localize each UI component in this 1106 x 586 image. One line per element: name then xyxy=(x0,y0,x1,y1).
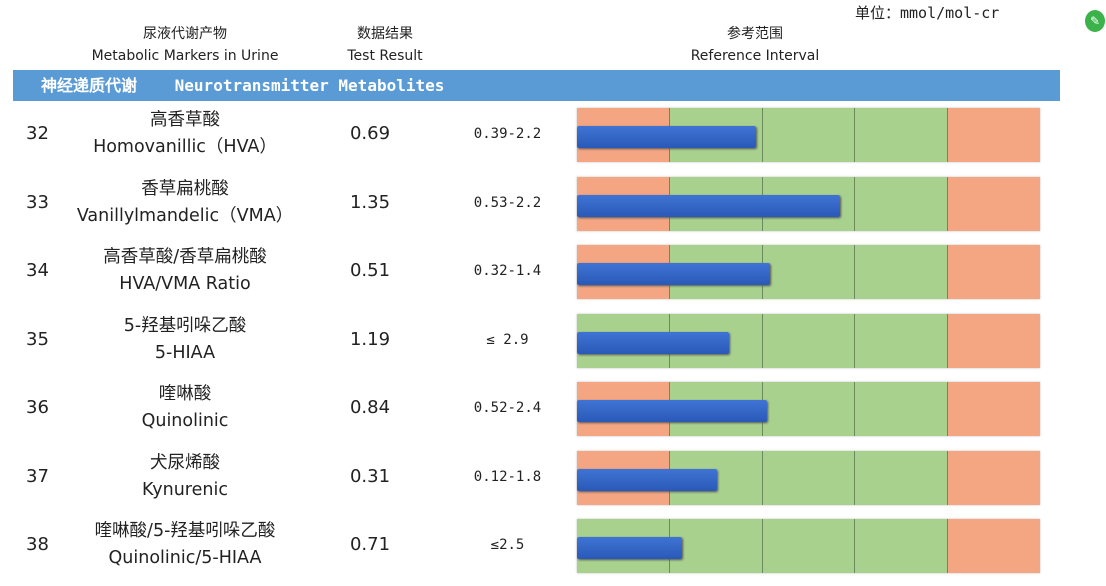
section-band: 神经递质代谢 Neurotransmitter Metabolites xyxy=(13,70,1060,101)
range-segment-in xyxy=(855,519,949,573)
result-bar xyxy=(577,469,717,491)
range-segment-out xyxy=(948,314,1040,368)
row-number: 33 xyxy=(26,192,49,213)
header-marker-cn: 尿液代谢产物 xyxy=(143,26,227,42)
table-row: 38 喹啉酸/5-羟基吲哚乙酸 Quinolinic/5-HIAA 0.71 ≤… xyxy=(0,518,1106,586)
marker-name-cn: 高香草酸 xyxy=(150,110,220,130)
range-segment-out xyxy=(948,108,1040,162)
row-number: 32 xyxy=(26,123,49,144)
result-bar xyxy=(577,126,757,148)
range-segment-out xyxy=(948,519,1040,573)
range-segment-in xyxy=(855,245,949,299)
marker-name-en: 5-HIAA xyxy=(154,343,216,363)
marker-name-en: Vanillylmandelic（VMA） xyxy=(76,206,294,226)
marker-name: 喹啉酸/5-羟基吲哚乙酸 Quinolinic/5-HIAA xyxy=(50,518,320,572)
range-segment-in xyxy=(762,108,856,162)
reference-range: 0.53-2.2 xyxy=(473,195,542,211)
header-ref-en: Reference Interval xyxy=(690,48,820,64)
range-segment-in xyxy=(762,382,856,436)
range-track xyxy=(577,108,1040,162)
test-result: 0.84 xyxy=(349,397,391,418)
table-row: 33 香草扁桃酸 Vanillylmandelic（VMA） 1.35 0.53… xyxy=(0,176,1106,244)
marker-name-cn: 喹啉酸 xyxy=(158,384,212,404)
header-reference: 参考范围 Reference Interval xyxy=(650,23,860,67)
range-segment-in xyxy=(855,108,949,162)
unit-label: 单位：mmol/mol-cr xyxy=(855,4,1000,22)
header-result-en: Test Result xyxy=(347,48,423,64)
marker-name-cn: 高香草酸/香草扁桃酸 xyxy=(103,247,267,267)
marker-name-cn: 香草扁桃酸 xyxy=(141,179,229,199)
marker-name-en: HVA/VMA Ratio xyxy=(119,274,251,294)
header-ref-cn: 参考范围 xyxy=(727,26,783,42)
result-bar xyxy=(577,332,729,354)
row-number: 34 xyxy=(26,260,49,281)
header-result-cn: 数据结果 xyxy=(357,26,413,42)
table-row: 32 高香草酸 Homovanillic（HVA） 0.69 0.39-2.2 xyxy=(0,107,1106,175)
range-segment-out xyxy=(948,451,1040,505)
reference-range: 0.39-2.2 xyxy=(473,126,542,142)
test-result: 0.51 xyxy=(349,260,391,281)
table-row: 37 犬尿烯酸 Kynurenic 0.31 0.12-1.8 xyxy=(0,450,1106,518)
header-marker-en: Metabolic Markers in Urine xyxy=(91,48,279,64)
row-number: 38 xyxy=(26,534,49,555)
reference-range: 0.12-1.8 xyxy=(473,469,542,485)
result-bar xyxy=(577,400,767,422)
marker-name-cn: 喹啉酸/5-羟基吲哚乙酸 xyxy=(94,521,276,541)
range-segment-in xyxy=(762,245,856,299)
test-result: 0.31 xyxy=(349,466,391,487)
range-track xyxy=(577,245,1040,299)
header-result: 数据结果 Test Result xyxy=(320,23,450,67)
marker-name: 香草扁桃酸 Vanillylmandelic（VMA） xyxy=(50,176,320,230)
marker-name: 高香草酸/香草扁桃酸 HVA/VMA Ratio xyxy=(50,244,320,298)
result-bar xyxy=(577,195,840,217)
section-title-cn: 神经递质代谢 xyxy=(41,76,138,95)
marker-name: 犬尿烯酸 Kynurenic xyxy=(50,450,320,504)
row-number: 37 xyxy=(26,466,49,487)
range-segment-out xyxy=(948,382,1040,436)
test-result: 1.35 xyxy=(349,192,391,213)
range-segment-in xyxy=(669,519,763,573)
marker-name-en: Quinolinic xyxy=(141,411,229,431)
test-result: 0.69 xyxy=(349,123,391,144)
marker-name-en: Kynurenic xyxy=(142,480,228,500)
range-segment-out xyxy=(948,177,1040,231)
table-row: 34 高香草酸/香草扁桃酸 HVA/VMA Ratio 0.51 0.32-1.… xyxy=(0,244,1106,312)
range-segment-in xyxy=(762,314,856,368)
range-segment-out xyxy=(948,245,1040,299)
marker-name-en: Quinolinic/5-HIAA xyxy=(108,548,262,568)
range-segment-in xyxy=(855,382,949,436)
marker-name: 喹啉酸 Quinolinic xyxy=(50,381,320,435)
range-segment-in xyxy=(762,451,856,505)
range-segment-in xyxy=(762,519,856,573)
section-title-en: Neurotransmitter Metabolites xyxy=(174,76,445,95)
range-track xyxy=(577,382,1040,436)
table-row: 36 喹啉酸 Quinolinic 0.84 0.52-2.4 xyxy=(0,381,1106,449)
header-marker: 尿液代谢产物 Metabolic Markers in Urine xyxy=(70,23,300,67)
test-result: 1.19 xyxy=(349,329,391,350)
result-bar xyxy=(577,263,771,285)
table-row: 35 5-羟基吲哚乙酸 5-HIAA 1.19 ≤ 2.9 xyxy=(0,313,1106,381)
marker-name: 高香草酸 Homovanillic（HVA） xyxy=(50,107,320,161)
marker-name-cn: 5-羟基吲哚乙酸 xyxy=(123,316,247,336)
reference-range: ≤ 2.9 xyxy=(486,332,529,348)
marker-name: 5-羟基吲哚乙酸 5-HIAA xyxy=(50,313,320,367)
reference-range: 0.52-2.4 xyxy=(473,400,542,416)
range-segment-in xyxy=(855,451,949,505)
reference-range: 0.32-1.4 xyxy=(473,263,542,279)
result-bar xyxy=(577,537,683,559)
floating-assistant-icon[interactable]: ✎ xyxy=(1085,10,1105,32)
marker-name-en: Homovanillic（HVA） xyxy=(93,137,277,157)
range-segment-in xyxy=(855,314,949,368)
test-result: 0.71 xyxy=(349,534,391,555)
row-number: 35 xyxy=(26,329,49,350)
row-number: 36 xyxy=(26,397,49,418)
range-segment-in xyxy=(855,177,949,231)
marker-name-cn: 犬尿烯酸 xyxy=(150,453,220,473)
reference-range: ≤2.5 xyxy=(490,537,525,553)
